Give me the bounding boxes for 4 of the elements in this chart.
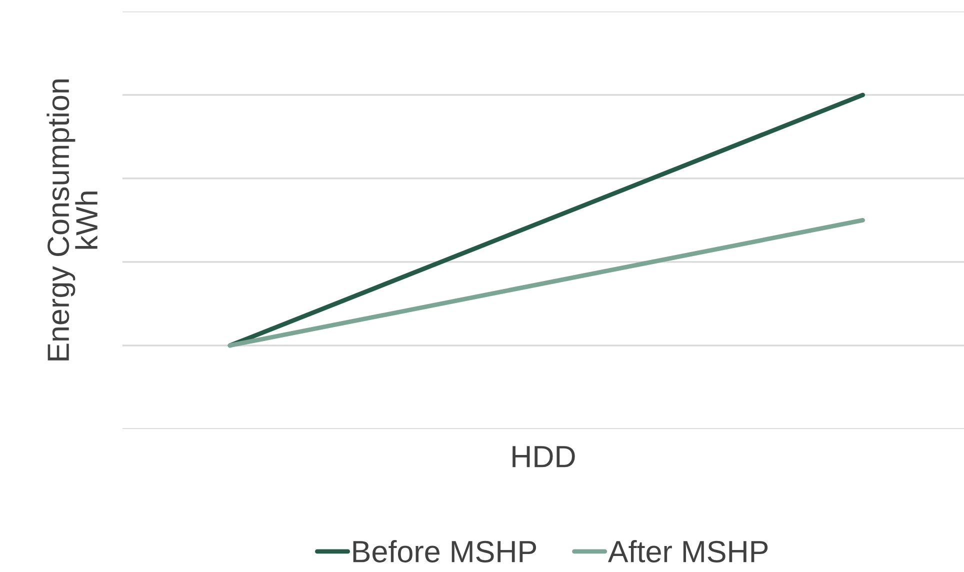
y-axis-title: Energy Consumption kWh (46, 80, 98, 360)
x-axis-title: HDD (512, 446, 575, 468)
legend-label: Before MSHP (353, 540, 536, 562)
legend-label: After MSHP (608, 540, 768, 562)
